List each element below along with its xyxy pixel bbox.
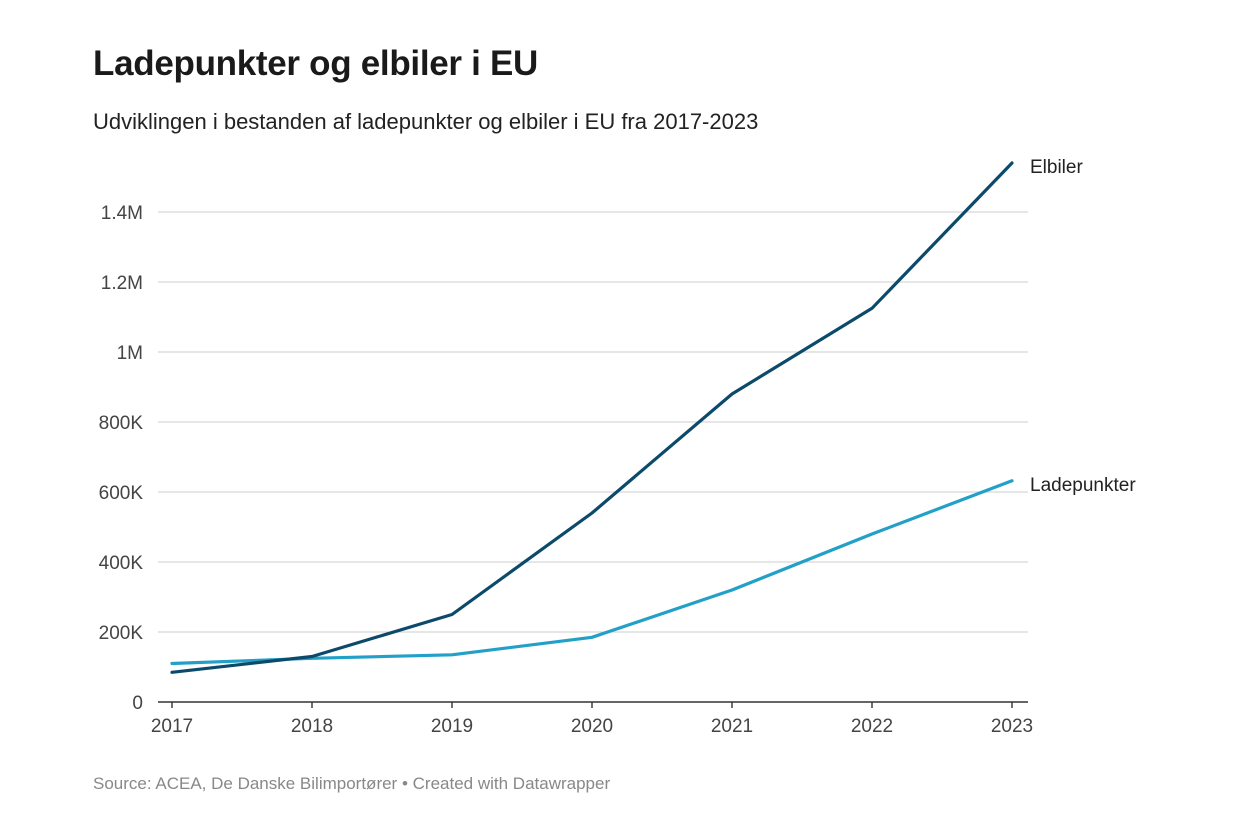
y-tick-label: 600K	[99, 483, 144, 504]
x-axis-tick-labels: 2017 2018 2019 2020 2021 2022 2023	[151, 716, 1033, 737]
created-with-text: Created with Datawrapper	[412, 774, 611, 793]
series-label-elbiler: Elbiler	[1030, 157, 1083, 178]
y-tick-label: 1.2M	[101, 273, 143, 294]
x-tick-label: 2020	[571, 716, 613, 737]
x-tick-label: 2023	[991, 716, 1033, 737]
series-lines	[170, 161, 1014, 674]
y-tick-label: 1.4M	[101, 203, 143, 224]
y-tick-label: 400K	[99, 553, 144, 574]
chart-footer: Source: ACEA, De Danske Bilimportører • …	[93, 774, 610, 794]
series-label-ladepunkter: Ladepunkter	[1030, 475, 1136, 496]
source-text: Source: ACEA, De Danske Bilimportører	[93, 774, 398, 793]
x-tick-label: 2017	[151, 716, 193, 737]
x-tick-label: 2018	[291, 716, 333, 737]
y-tick-label: 0	[132, 693, 143, 714]
y-tick-label: 800K	[99, 413, 144, 434]
chart-subtitle: Udviklingen i bestanden af ladepunkter o…	[93, 109, 759, 134]
y-axis-tick-labels: 0 200K 400K 600K 800K 1M 1.2M 1.4M	[99, 203, 144, 714]
series-line-elbiler	[170, 161, 1014, 674]
x-tick-label: 2022	[851, 716, 893, 737]
gridlines	[158, 211, 1028, 633]
series-line-ladepunkter	[170, 479, 1014, 666]
y-tick-label: 200K	[99, 623, 144, 644]
x-axis	[158, 701, 1028, 708]
y-tick-label: 1M	[117, 343, 143, 364]
series-labels: Elbiler Ladepunkter	[1030, 157, 1136, 496]
footer-separator: •	[401, 774, 408, 793]
x-tick-label: 2019	[431, 716, 473, 737]
chart-title: Ladepunkter og elbiler i EU	[93, 44, 539, 83]
x-tick-label: 2021	[711, 716, 753, 737]
